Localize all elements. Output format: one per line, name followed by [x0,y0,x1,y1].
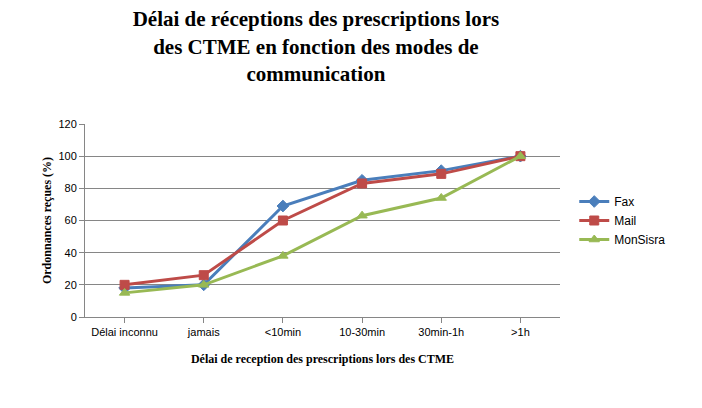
svg-text:60: 60 [65,214,77,226]
svg-text:Délai de reception des prescri: Délai de reception des prescriptions lor… [191,352,454,366]
svg-text:Délai inconnu: Délai inconnu [91,326,158,338]
svg-text:80: 80 [65,182,77,194]
svg-text:Fax: Fax [614,195,634,209]
svg-text:<10min: <10min [265,326,301,338]
svg-text:jamais: jamais [187,326,220,338]
svg-text:30min-1h: 30min-1h [418,326,464,338]
svg-text:40: 40 [65,247,77,259]
svg-text:>1h: >1h [511,326,530,338]
svg-text:MonSisra: MonSisra [614,233,665,247]
svg-text:100: 100 [58,150,76,162]
svg-text:Mail: Mail [614,214,636,228]
svg-text:Délai de réceptions des prescr: Délai de réceptions des prescriptions lo… [133,7,500,86]
svg-text:Ordonnances reçues (%): Ordonnances reçues (%) [40,157,54,284]
svg-text:10-30min: 10-30min [339,326,385,338]
svg-text:0: 0 [71,311,77,323]
svg-text:20: 20 [65,279,77,291]
svg-text:120: 120 [58,118,76,130]
